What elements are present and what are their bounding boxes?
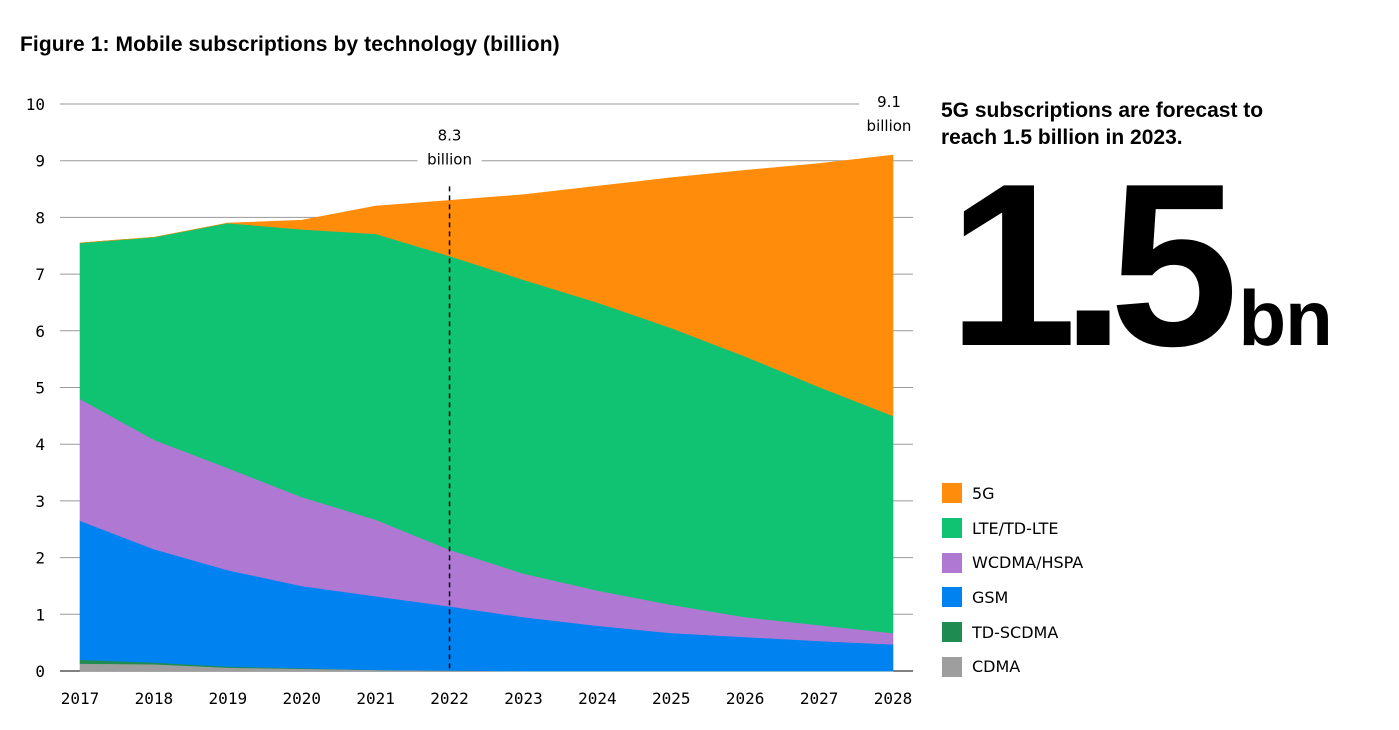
y-tick-label: 8	[35, 208, 45, 227]
y-tick-label: 0	[35, 662, 45, 681]
series-areas	[79, 154, 894, 672]
annotation-backing	[859, 89, 919, 134]
x-tick-label: 2019	[209, 689, 248, 708]
legend-label: GSM	[972, 587, 1009, 607]
area-chart: 0 1 2 3 4 5 6 7 8 9 10 2017 2018 2019 2020 2021 2022 202…	[25, 89, 919, 708]
annotations: 8.3 billion 9.1 billion	[417, 89, 919, 671]
x-tick-label: 2028	[874, 689, 913, 708]
legend-item: LTE/TD-LTE	[942, 511, 1083, 546]
area-5g	[79, 154, 894, 417]
y-tick-label: 1	[35, 605, 45, 624]
legend-swatch	[942, 656, 962, 677]
forecast-callout: 5G subscriptions are forecast to reach 1…	[941, 99, 1264, 149]
legend-item: GSM	[942, 580, 1083, 615]
legend-item: TD-SCDMA	[942, 615, 1083, 650]
x-tick-label: 2023	[504, 689, 543, 708]
legend-item: CDMA	[942, 649, 1083, 684]
big-number-unit: bn	[1238, 274, 1333, 362]
annotation-unit: billion	[427, 150, 472, 168]
legend-swatch	[942, 622, 962, 643]
y-tick-label: 5	[35, 379, 45, 398]
y-tick-label: 4	[35, 435, 45, 454]
annotation-backing	[417, 122, 482, 173]
y-tick-label: 6	[35, 322, 45, 341]
legend: 5G LTE/TD-LTE WCDMA/HSPA GSM TD-SCDMA CDMA	[942, 476, 1083, 684]
big-number: 1.5 bn	[948, 150, 1333, 382]
legend-label: CDMA	[972, 657, 1021, 677]
legend-swatch	[942, 483, 962, 504]
annotation-value: 9.1	[877, 93, 901, 111]
chart-title: Figure 1: Mobile subscriptions by techno…	[20, 33, 560, 56]
legend-label: TD-SCDMA	[972, 622, 1059, 642]
legend-swatch	[942, 518, 962, 539]
x-tick-label: 2022	[430, 689, 469, 708]
y-tick-label: 7	[35, 265, 45, 284]
y-tick-label: 10	[26, 95, 45, 114]
y-tick-label: 3	[35, 492, 45, 511]
y-axis-ticks: 0 1 2 3 4 5 6 7 8 9 10	[26, 95, 45, 681]
x-axis-ticks: 2017 2018 2019 2020 2021 2022 2023 2024 2025 2026…	[61, 689, 913, 708]
legend-item: 5G	[942, 476, 1083, 511]
x-tick-label: 2025	[652, 689, 691, 708]
x-tick-label: 2024	[578, 689, 617, 708]
x-tick-label: 2020	[282, 689, 321, 708]
x-tick-label: 2017	[61, 689, 100, 708]
y-tick-label: 9	[35, 152, 45, 171]
annotation-unit: billion	[867, 117, 912, 135]
big-number-value: 1.5	[948, 136, 1238, 395]
legend-item: WCDMA/HSPA	[942, 545, 1083, 580]
legend-label: LTE/TD-LTE	[972, 518, 1059, 538]
x-tick-label: 2021	[356, 689, 395, 708]
annotation-value: 8.3	[438, 126, 462, 144]
legend-label: WCDMA/HSPA	[972, 553, 1084, 573]
legend-swatch	[942, 587, 962, 608]
x-tick-label: 2018	[135, 689, 174, 708]
x-tick-label: 2026	[726, 689, 765, 708]
y-tick-label: 2	[35, 549, 45, 568]
legend-label: 5G	[972, 483, 995, 503]
x-tick-label: 2027	[800, 689, 839, 708]
legend-swatch	[942, 552, 962, 573]
